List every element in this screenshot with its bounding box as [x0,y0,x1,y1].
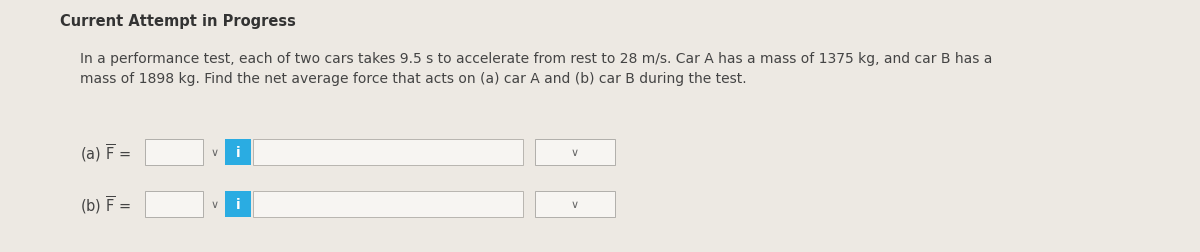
Bar [253,139,523,165]
Bar [145,191,203,217]
Text: i: i [235,197,240,211]
Bar [535,191,616,217]
Text: mass of 1898 kg. Find the net average force that acts on (a) car A and (b) car B: mass of 1898 kg. Find the net average fo… [80,72,746,86]
Text: ∨: ∨ [571,199,580,209]
Text: Current Attempt in Progress: Current Attempt in Progress [60,14,296,29]
Text: (a) $\mathregular{\overline{F}}$ =: (a) $\mathregular{\overline{F}}$ = [80,142,131,163]
Bar [226,139,251,165]
Text: i: i [235,145,240,159]
Bar [145,139,203,165]
Text: (b) $\mathregular{\overline{F}}$ =: (b) $\mathregular{\overline{F}}$ = [80,194,131,215]
Text: In a performance test, each of two cars takes 9.5 s to accelerate from rest to 2: In a performance test, each of two cars … [80,52,992,66]
Text: ∨: ∨ [571,147,580,158]
Text: ∨: ∨ [211,147,220,158]
Bar [226,191,251,217]
Text: ∨: ∨ [211,199,220,209]
Bar [253,191,523,217]
Bar [535,139,616,165]
